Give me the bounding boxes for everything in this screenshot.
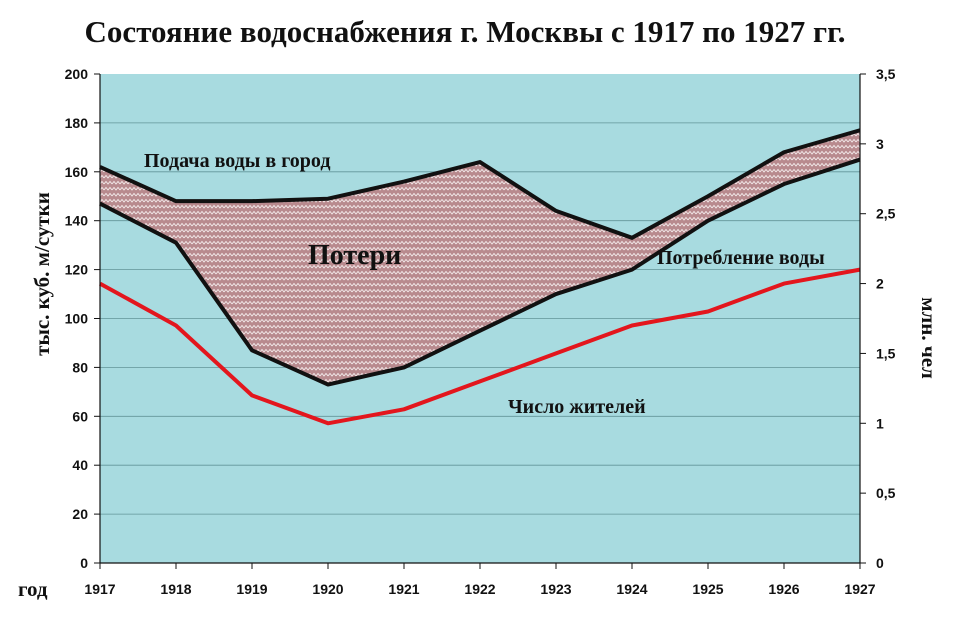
y2-tick-label: 2,5 — [876, 206, 896, 222]
series-label-supply: Подача воды в город — [144, 150, 330, 172]
x-tick-label: 1924 — [616, 581, 647, 597]
supply-line — [99, 128, 861, 240]
y-tick-label: 200 — [65, 66, 89, 82]
x-tick-label: 1926 — [768, 581, 799, 597]
chart-title: Состояние водоснабжения г. Москвы с 1917… — [85, 14, 846, 49]
y2-tick-label: 1,5 — [876, 345, 896, 361]
x-tick-label: 1925 — [692, 581, 723, 597]
y2-tick-label: 3 — [876, 136, 884, 152]
losses-label: Потери — [308, 240, 401, 271]
y-tick-label: 0 — [80, 555, 88, 571]
x-tick-label: 1927 — [844, 581, 875, 597]
y2-tick-label: 1 — [876, 415, 884, 431]
y2-tick-label: 0 — [876, 555, 884, 571]
x-tick-label: 1919 — [236, 581, 267, 597]
x-axis-label: год — [18, 577, 48, 601]
x-tick-label: 1923 — [540, 581, 571, 597]
series-label-population: Число жителей — [508, 396, 646, 418]
y2-tick-label: 0,5 — [876, 485, 896, 501]
y2-axis-ticks: 0 0,5 1 1,5 2 2,5 3 3,5 — [860, 66, 896, 571]
y-axis-ticks: 0 20 40 60 80 100 120 140 160 180 200 — [65, 66, 100, 571]
x-tick-label: 1918 — [160, 581, 191, 597]
y-tick-label: 180 — [65, 115, 89, 131]
x-tick-label: 1917 — [84, 581, 115, 597]
y-axis-label: тыс. куб. м/сутки — [30, 192, 54, 356]
x-tick-label: 1920 — [312, 581, 343, 597]
series-label-consumption: Потребление воды — [657, 247, 825, 269]
x-tick-label: 1921 — [388, 581, 419, 597]
y2-axis-label: млн. чел — [917, 297, 941, 379]
y-tick-label: 20 — [72, 506, 88, 522]
y-tick-label: 120 — [65, 262, 89, 278]
y-tick-label: 100 — [65, 311, 89, 327]
x-tick-label: 1922 — [464, 581, 495, 597]
y-tick-label: 80 — [72, 359, 88, 375]
y-tick-label: 60 — [72, 408, 88, 424]
population-line — [99, 267, 861, 426]
y-tick-label: 140 — [65, 213, 89, 229]
x-axis-ticks: 1917 1918 1919 1920 1921 1922 1923 1924 1925 1926… — [84, 563, 876, 597]
y2-tick-label: 2 — [876, 276, 884, 292]
y2-tick-label: 3,5 — [876, 66, 896, 82]
consumption-line — [99, 157, 861, 387]
y-tick-label: 160 — [65, 164, 89, 180]
y-tick-label: 40 — [72, 457, 88, 473]
series-layer — [99, 128, 861, 426]
losses-area — [100, 130, 860, 385]
